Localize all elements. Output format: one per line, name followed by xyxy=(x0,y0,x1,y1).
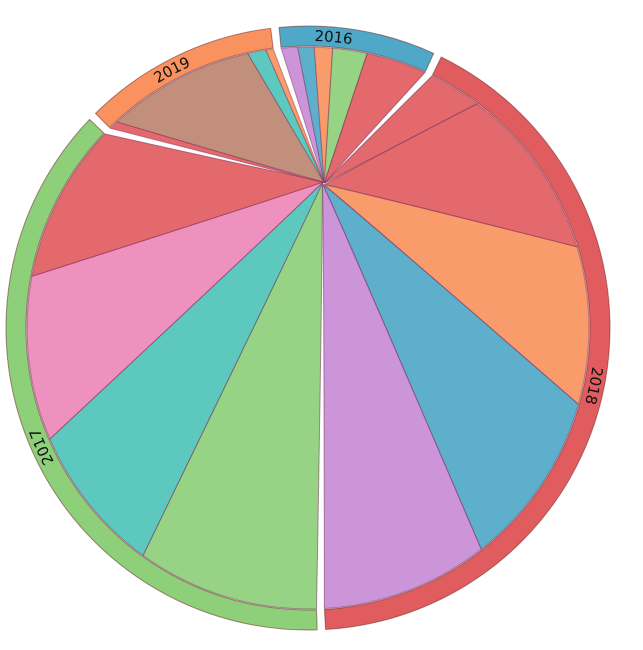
ribbon-2016-4 xyxy=(324,52,426,184)
group-arc-2018 xyxy=(323,56,611,631)
group-label-text-2016: 2016 xyxy=(314,27,354,48)
group-arc-2016 xyxy=(278,25,435,73)
ribbon-2019-3 xyxy=(265,48,325,184)
group-arc-2019 xyxy=(94,27,274,129)
group-label-2016: 2016 xyxy=(314,27,354,48)
ribbon-2017-3 xyxy=(31,133,327,278)
ribbons xyxy=(26,46,590,610)
group-arc-2017 xyxy=(5,118,318,631)
ribbon-2018-4 xyxy=(321,183,482,610)
ribbon-2016-1 xyxy=(297,46,325,184)
outer-arcs xyxy=(5,25,611,631)
